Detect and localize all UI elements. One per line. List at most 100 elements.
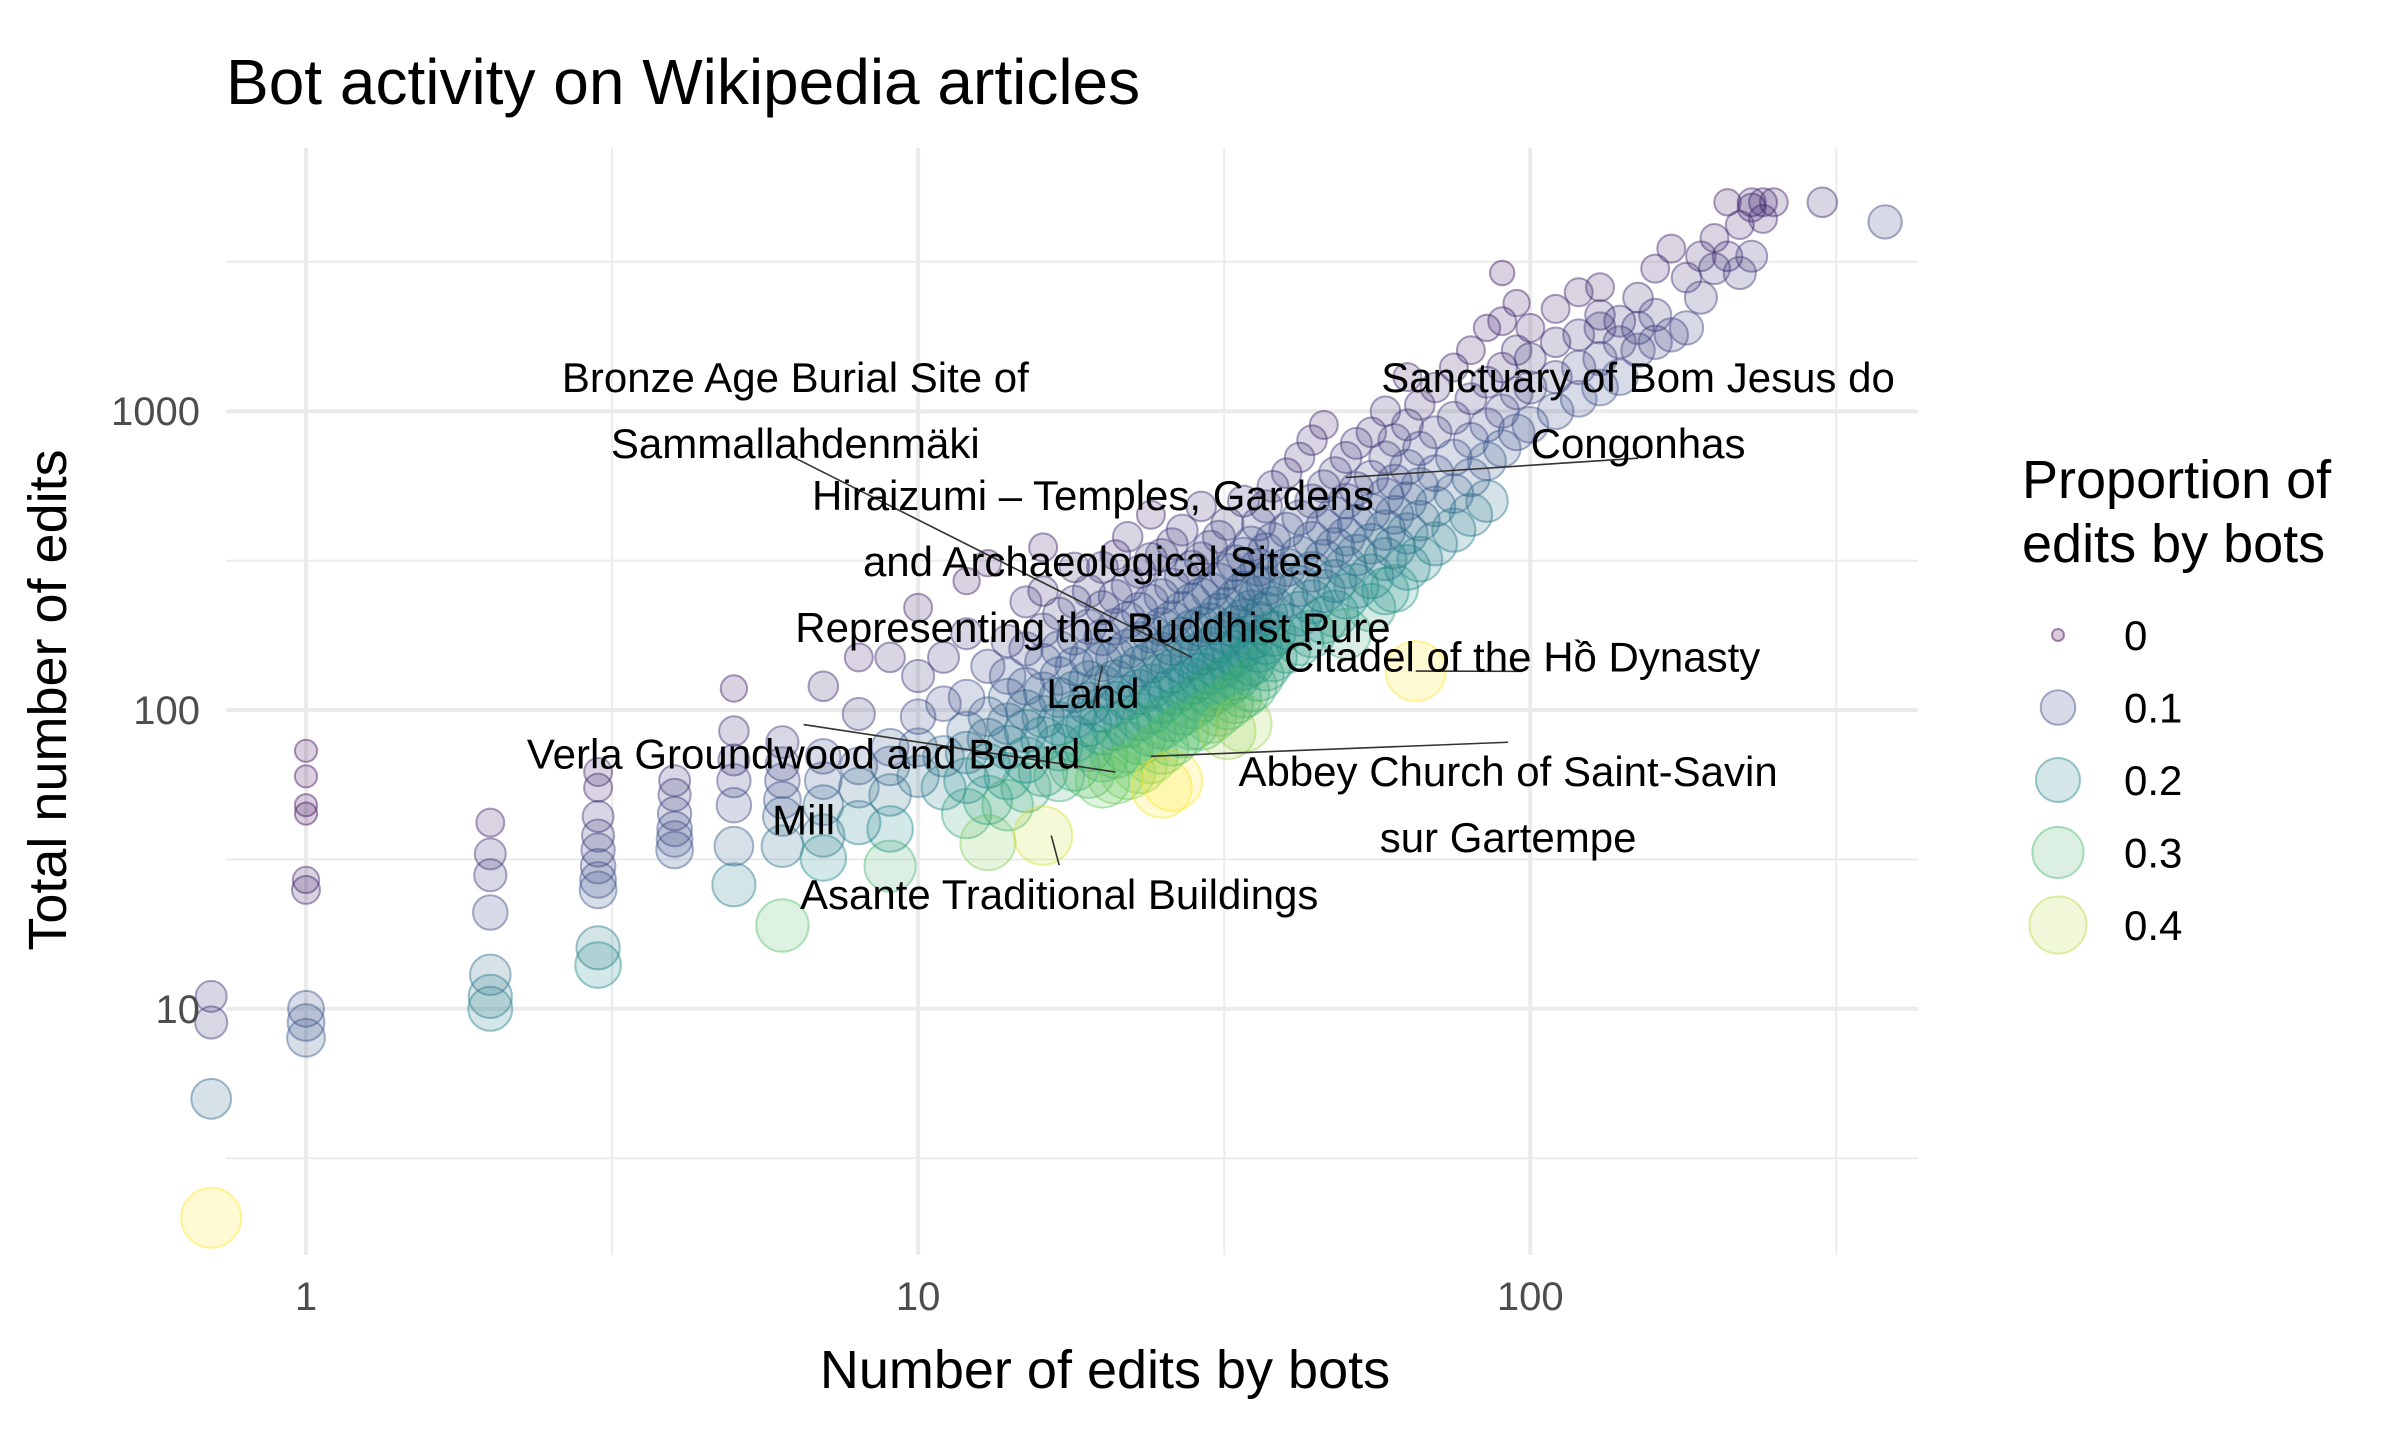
data-point (1116, 668, 1163, 715)
data-point (1201, 519, 1237, 554)
data-point (874, 641, 906, 674)
data-point (841, 696, 876, 732)
data-point (925, 685, 962, 723)
data-point (922, 735, 965, 778)
data-point (286, 1017, 326, 1058)
data-point (1208, 552, 1247, 591)
data-point (580, 832, 616, 868)
data-point (1438, 352, 1469, 383)
y-axis-title: Total number of edits (18, 449, 78, 950)
data-point (1126, 685, 1176, 735)
data-point (1232, 525, 1270, 563)
data-point (1180, 605, 1223, 648)
data-point (291, 874, 321, 905)
data-point (293, 738, 319, 763)
data-point (1287, 609, 1337, 659)
data-point (1377, 423, 1412, 458)
data-point (1216, 544, 1255, 583)
data-point (1296, 424, 1328, 457)
data-point (180, 1186, 243, 1249)
data-point (1539, 326, 1572, 359)
data-point (1312, 558, 1358, 604)
data-point (1139, 653, 1185, 699)
data-point (1120, 591, 1159, 630)
data-point (1600, 358, 1639, 397)
data-point (1337, 504, 1376, 544)
data-point (1301, 568, 1347, 614)
data-point (1132, 583, 1170, 621)
data-point (1237, 575, 1280, 618)
data-point (1090, 702, 1140, 752)
data-point (1071, 574, 1106, 609)
data-point (1240, 641, 1292, 692)
data-point (1387, 481, 1428, 522)
data-point (1152, 600, 1193, 640)
data-point (1242, 617, 1290, 665)
data-point (293, 793, 319, 818)
data-point (959, 814, 1017, 872)
data-point (1402, 430, 1438, 467)
data-point (765, 725, 800, 760)
data-point (1248, 489, 1284, 524)
data-point (1268, 511, 1305, 549)
data-point (574, 941, 622, 989)
data-point (986, 702, 1029, 746)
data-point (1190, 571, 1230, 611)
data-point (1213, 604, 1258, 649)
annotation-label: Abbey Church of Saint-Savin (1238, 748, 1777, 795)
legend-label: 0.4 (2124, 902, 2182, 949)
data-point (1021, 694, 1065, 739)
data-point (1251, 585, 1295, 630)
data-point (1436, 400, 1471, 435)
data-point (983, 752, 1032, 801)
data-point (1042, 596, 1077, 631)
data-point (1040, 630, 1079, 668)
data-point (1289, 579, 1335, 625)
data-point (1133, 542, 1169, 577)
data-point (467, 973, 513, 1020)
data-point (469, 953, 512, 997)
annotation-leader (1150, 741, 1509, 758)
data-point (1202, 655, 1253, 707)
legend-title: Proportion of (2022, 450, 2332, 510)
data-point (1452, 421, 1490, 459)
legend-key (2035, 757, 2081, 803)
data-point (1195, 642, 1243, 691)
data-point (1698, 252, 1731, 286)
data-point (805, 738, 842, 775)
data-point (1198, 592, 1240, 635)
legend-label: 0.1 (2124, 685, 2182, 732)
data-point (1585, 272, 1615, 303)
data-point (1320, 607, 1372, 660)
data-point (1226, 637, 1276, 687)
annotation-leader (1345, 457, 1639, 479)
data-point (1670, 261, 1703, 294)
legend-label: 0.2 (2124, 757, 2182, 804)
data-point (1348, 553, 1395, 600)
x-tick-label: 1 (295, 1275, 317, 1319)
data-point (1414, 485, 1457, 528)
data-point (755, 898, 810, 953)
data-point (1039, 656, 1080, 696)
data-point (1134, 719, 1190, 775)
data-point (1338, 471, 1375, 507)
data-point (1215, 578, 1256, 620)
data-point (1187, 626, 1233, 672)
data-point (1243, 591, 1289, 636)
data-point (1027, 575, 1059, 607)
data-point (711, 862, 757, 908)
data-point (1389, 448, 1426, 486)
data-point (1067, 660, 1110, 702)
data-point (1130, 756, 1193, 819)
data-point (1206, 586, 1249, 629)
data-point (802, 784, 845, 827)
data-point (1256, 469, 1290, 503)
data-point (1261, 624, 1312, 674)
data-point (1327, 482, 1365, 520)
data-point (1713, 188, 1742, 217)
annotation-label: Representing the Buddhist Pure (795, 604, 1390, 651)
data-point (1178, 630, 1224, 676)
data-point (1668, 310, 1705, 346)
annotation-label: Hiraizumi – Temples, Gardens (812, 472, 1374, 519)
